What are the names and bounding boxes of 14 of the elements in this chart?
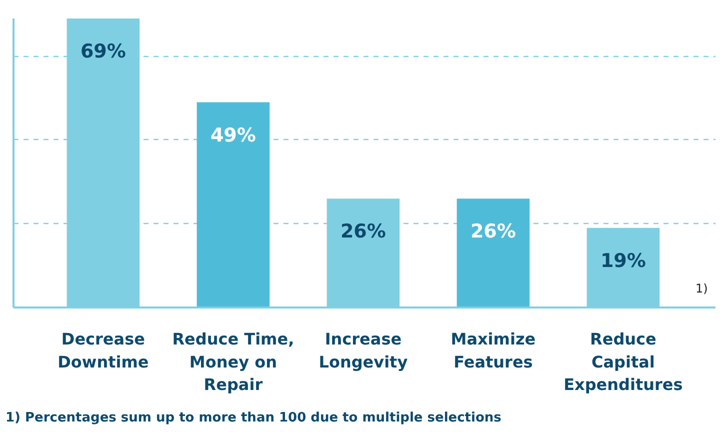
bar xyxy=(196,102,270,308)
bar xyxy=(456,198,530,308)
x-tick-label: Reduce Time, Money on Repair xyxy=(172,330,294,394)
x-tick-label: Reduce Capital Expenditures xyxy=(564,330,683,394)
data-label: 26% xyxy=(470,220,516,243)
x-tick-label: Increase Longevity xyxy=(318,330,408,372)
x-tick-label: Decrease Downtime xyxy=(58,330,149,372)
data-label: 26% xyxy=(340,220,386,243)
data-label: 19% xyxy=(600,250,646,272)
data-label: 49% xyxy=(210,124,256,146)
data-label: 69% xyxy=(80,40,126,62)
annotation: 1) xyxy=(696,282,708,296)
x-tick-label: Maximize Features xyxy=(450,330,536,372)
text: 1) Percentages sum up to more than 100 due to multiple selections xyxy=(6,410,502,426)
